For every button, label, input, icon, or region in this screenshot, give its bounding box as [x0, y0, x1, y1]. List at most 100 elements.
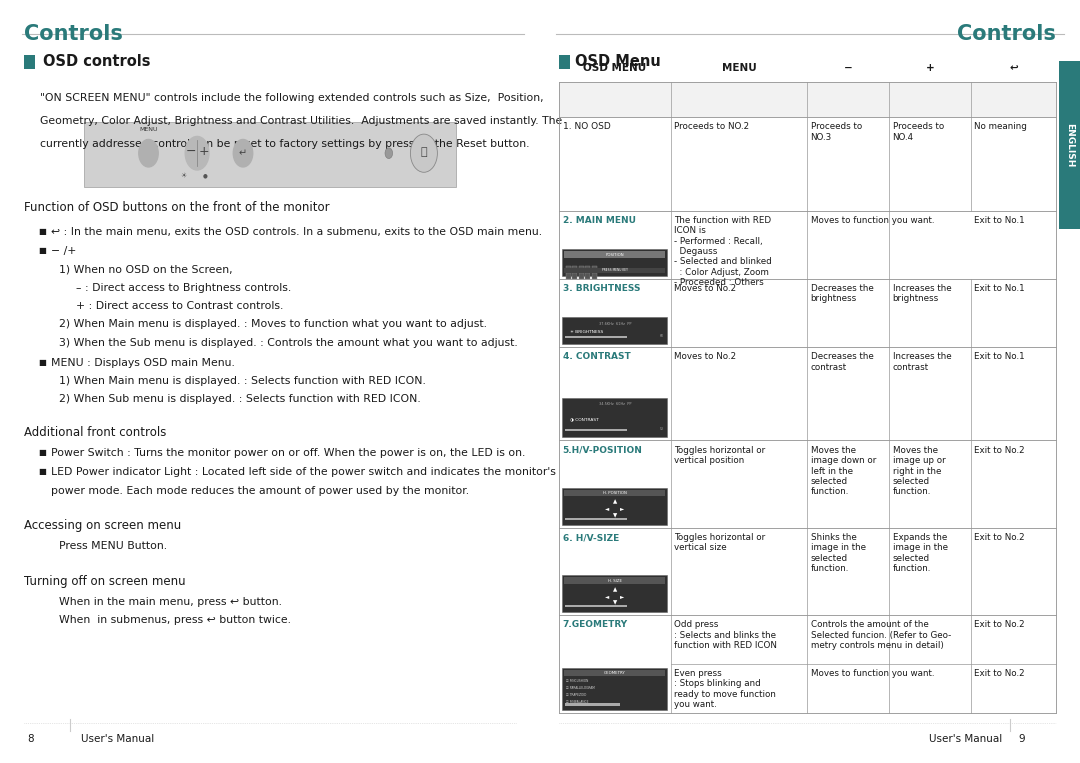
Text: + : Direct access to Contrast controls.: + : Direct access to Contrast controls.	[76, 301, 283, 311]
Bar	[566, 703, 620, 706]
Text: Moves to function you want.: Moves to function you want.	[810, 668, 934, 678]
Text: ☑ PARALLELOGRAM: ☑ PARALLELOGRAM	[567, 686, 595, 691]
Bar	[562, 488, 667, 525]
Text: ☑ TRAPEZOID: ☑ TRAPEZOID	[567, 693, 586, 697]
Text: ■: ■	[38, 468, 45, 476]
Text: Additional front controls: Additional front controls	[25, 426, 166, 439]
Bar	[566, 605, 626, 607]
Bar	[566, 266, 570, 271]
Text: ◑ CONTRAST: ◑ CONTRAST	[570, 417, 598, 421]
Text: 3) When the Sub menu is displayed. : Controls the amount what you want to adjust: 3) When the Sub menu is displayed. : Con…	[59, 338, 518, 348]
Text: The function with RED
ICON is
- Performed : Recall,
  Degauss
- Selected and bli: The function with RED ICON is - Performe…	[674, 216, 772, 287]
Text: ●: ●	[203, 174, 207, 179]
Bar	[572, 273, 577, 278]
Text: Odd press
: Selects and blinks the
function with RED ICON: Odd press : Selects and blinks the funct…	[674, 620, 777, 650]
Text: – : Direct access to Brightness controls.: – : Direct access to Brightness controls…	[76, 283, 291, 293]
Text: −: −	[186, 145, 195, 158]
Bar	[564, 268, 665, 272]
Bar	[564, 670, 665, 676]
Text: ▼: ▼	[612, 600, 617, 606]
Text: Turning off on screen menu: Turning off on screen menu	[25, 575, 186, 588]
Text: 1. NO OSD: 1. NO OSD	[563, 122, 610, 131]
Bar	[566, 518, 626, 520]
Text: 37.6KHz  61Hz  PP: 37.6KHz 61Hz PP	[598, 322, 631, 326]
Bar	[579, 273, 583, 278]
Text: ↩ : In the main menu, exits the OSD controls. In a submenu, exits to the OSD mai: ↩ : In the main menu, exits the OSD cont…	[52, 227, 542, 237]
Text: Controls: Controls	[957, 24, 1055, 44]
Text: ▲: ▲	[612, 587, 617, 592]
Bar	[585, 273, 591, 278]
Bar	[572, 266, 577, 271]
Bar	[564, 491, 665, 497]
Text: 53: 53	[660, 427, 663, 431]
Bar	[564, 578, 665, 584]
Circle shape	[233, 140, 253, 167]
Text: Controls: Controls	[25, 24, 123, 44]
Text: 6. H/V-SIZE: 6. H/V-SIZE	[563, 533, 619, 542]
Bar	[592, 266, 597, 271]
Text: GEOMETRY: GEOMETRY	[604, 671, 625, 675]
Text: 7.GEOMETRY: 7.GEOMETRY	[563, 620, 627, 629]
Text: ►: ►	[620, 594, 624, 599]
Bar	[566, 273, 570, 278]
Text: OSD Menu: OSD Menu	[576, 54, 661, 69]
Text: User's Manual: User's Manual	[929, 734, 1002, 744]
Text: 9: 9	[1017, 734, 1025, 744]
Bar	[592, 273, 597, 278]
Circle shape	[138, 140, 158, 167]
Text: − /+: − /+	[52, 246, 77, 256]
Text: ◄: ◄	[605, 594, 609, 599]
Text: 34.5KHz  60Hz  PP: 34.5KHz 60Hz PP	[598, 402, 631, 406]
Text: 2) When Main menu is displayed. : Moves to function what you want to adjust.: 2) When Main menu is displayed. : Moves …	[59, 320, 487, 330]
Text: 8: 8	[27, 734, 33, 744]
Text: Decreases the
contrast: Decreases the contrast	[810, 353, 874, 372]
Text: 3. BRIGHTNESS: 3. BRIGHTNESS	[563, 284, 640, 293]
Text: ☀ BRIGHTNESS: ☀ BRIGHTNESS	[570, 330, 603, 334]
Text: H. POSITION: H. POSITION	[603, 491, 626, 495]
Text: MENU : Displays OSD main Menu.: MENU : Displays OSD main Menu.	[52, 358, 235, 368]
Text: Moves to No.2: Moves to No.2	[674, 353, 737, 362]
Text: Toggles horizontal or
vertical position: Toggles horizontal or vertical position	[674, 446, 765, 465]
Text: Decreases the
brightness: Decreases the brightness	[810, 284, 874, 304]
Text: ▼: ▼	[612, 513, 617, 518]
Text: 1) When no OSD on the Screen,: 1) When no OSD on the Screen,	[59, 265, 233, 275]
Text: Press MENU Button.: Press MENU Button.	[59, 541, 167, 551]
Text: "ON SCREEN MENU" controls include the following extended controls such as Size, : "ON SCREEN MENU" controls include the fo…	[41, 93, 544, 103]
Text: Accessing on screen menu: Accessing on screen menu	[25, 520, 181, 533]
Bar	[562, 575, 667, 612]
Text: When in the main menu, press ↩ button.: When in the main menu, press ↩ button.	[59, 597, 282, 607]
Text: +: +	[199, 145, 208, 158]
Text: MENU: MENU	[139, 127, 158, 132]
Text: ☑ PINBALANCE: ☑ PINBALANCE	[567, 700, 589, 704]
Text: Proceeds to
NO.3: Proceeds to NO.3	[810, 122, 862, 142]
Text: Proceeds to NO.2: Proceeds to NO.2	[674, 122, 750, 131]
Bar	[564, 251, 665, 258]
Bar	[559, 55, 570, 69]
Text: When  in submenus, press ↩ button twice.: When in submenus, press ↩ button twice.	[59, 615, 292, 625]
Bar	[562, 668, 667, 710]
Text: 2. MAIN MENU: 2. MAIN MENU	[563, 216, 636, 225]
Text: ☑ PINCUSHION: ☑ PINCUSHION	[567, 679, 589, 684]
Circle shape	[410, 134, 437, 172]
Text: ◄: ◄	[605, 507, 609, 511]
Text: currently addressed control can be reset to factory settings by pressing the Res: currently addressed control can be reset…	[41, 139, 530, 149]
Text: 5.H/V-POSITION: 5.H/V-POSITION	[563, 446, 643, 455]
Text: 1) When Main menu is displayed. : Selects function with RED ICON.: 1) When Main menu is displayed. : Select…	[59, 376, 427, 386]
Text: Toggles horizontal or
vertical size: Toggles horizontal or vertical size	[674, 533, 765, 552]
Text: User's Manual: User's Manual	[81, 734, 154, 744]
Text: power mode. Each mode reduces the amount of power used by the monitor.: power mode. Each mode reduces the amount…	[52, 486, 470, 496]
Text: ■: ■	[38, 448, 45, 456]
Text: PRESS MENU KEY: PRESS MENU KEY	[602, 269, 627, 272]
Bar	[566, 429, 626, 431]
Text: ■: ■	[38, 227, 45, 236]
Text: Geometry, Color Adjust, Brightness and Contrast Utilities.  Adjustments are save: Geometry, Color Adjust, Brightness and C…	[41, 116, 563, 126]
Text: OSD MENU: OSD MENU	[583, 63, 647, 72]
Text: Proceeds to
NO.4: Proceeds to NO.4	[892, 122, 944, 142]
Text: ▲: ▲	[612, 500, 617, 504]
Text: 4. CONTRAST: 4. CONTRAST	[563, 353, 631, 362]
Bar	[562, 398, 667, 437]
Bar	[25, 55, 35, 69]
Text: LED Power indicator Light : Located left side of the power switch and indicates : LED Power indicator Light : Located left…	[52, 468, 556, 478]
Text: Moves the
image down or
left in the
selected
function.: Moves the image down or left in the sele…	[810, 446, 876, 497]
Text: +: +	[926, 63, 934, 72]
